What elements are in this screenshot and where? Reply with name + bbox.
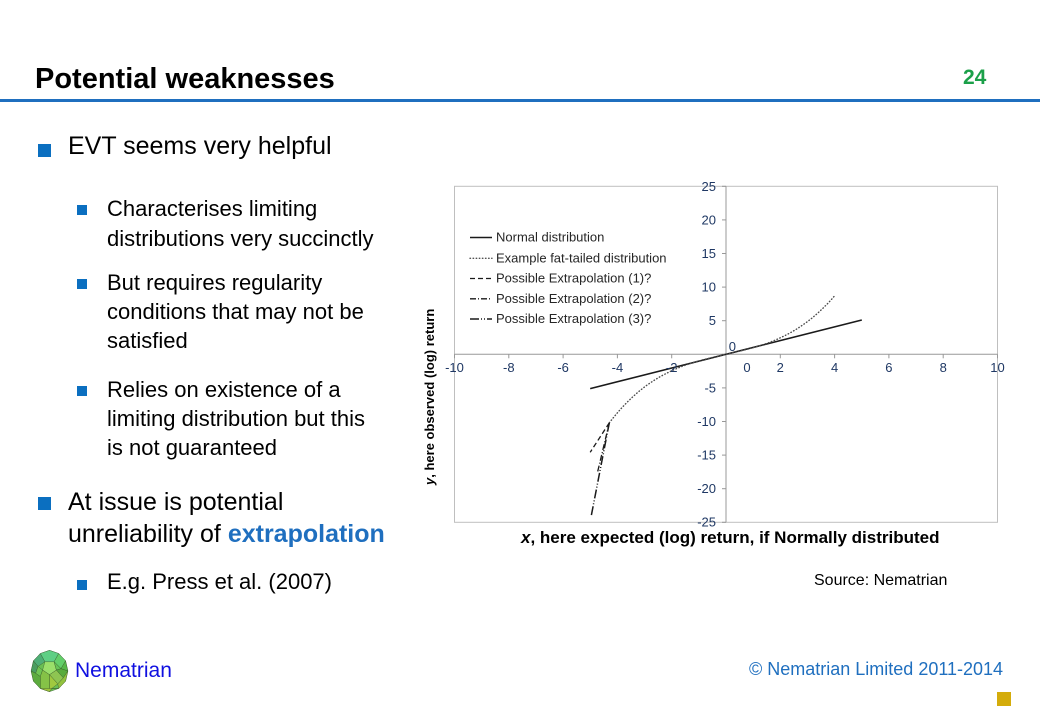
svg-text:Example fat-tailed distributio: Example fat-tailed distribution bbox=[496, 250, 667, 265]
svg-text:4: 4 bbox=[831, 360, 838, 375]
svg-text:Possible Extrapolation (1)?: Possible Extrapolation (1)? bbox=[496, 271, 651, 286]
svg-text:10: 10 bbox=[990, 360, 1004, 375]
svg-text:25: 25 bbox=[702, 179, 716, 194]
svg-text:10: 10 bbox=[702, 280, 716, 295]
svg-text:5: 5 bbox=[709, 313, 716, 328]
svg-text:8: 8 bbox=[940, 360, 947, 375]
svg-text:-15: -15 bbox=[697, 448, 716, 463]
svg-text:-6: -6 bbox=[557, 360, 569, 375]
svg-text:-2: -2 bbox=[666, 360, 678, 375]
svg-text:20: 20 bbox=[702, 213, 716, 228]
svg-text:Possible Extrapolation (2)?: Possible Extrapolation (2)? bbox=[496, 291, 651, 306]
svg-text:-5: -5 bbox=[704, 381, 716, 396]
svg-text:0: 0 bbox=[743, 360, 750, 375]
svg-text:15: 15 bbox=[702, 246, 716, 261]
svg-text:-4: -4 bbox=[612, 360, 624, 375]
svg-text:-20: -20 bbox=[697, 481, 716, 496]
svg-text:0: 0 bbox=[729, 339, 736, 354]
svg-text:-8: -8 bbox=[503, 360, 515, 375]
svg-text:2: 2 bbox=[777, 360, 784, 375]
svg-text:Possible Extrapolation (3)?: Possible Extrapolation (3)? bbox=[496, 311, 651, 326]
svg-text:6: 6 bbox=[885, 360, 892, 375]
svg-text:-10: -10 bbox=[697, 414, 716, 429]
svg-text:-10: -10 bbox=[445, 360, 464, 375]
svg-text:Normal distribution: Normal distribution bbox=[496, 230, 604, 245]
